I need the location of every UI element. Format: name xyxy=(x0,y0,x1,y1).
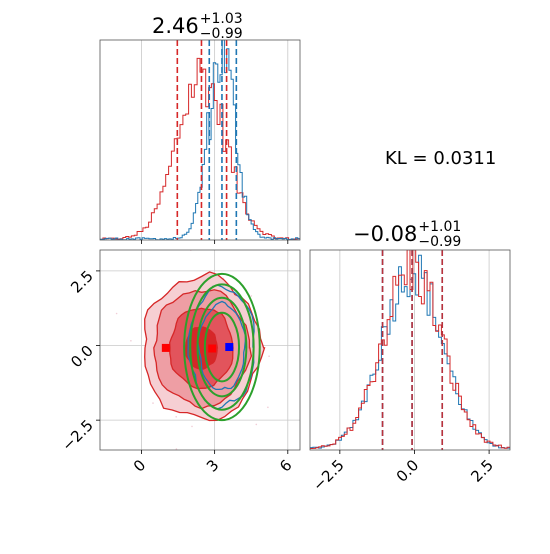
top-panel-frame xyxy=(99,39,301,241)
joint-content xyxy=(115,250,270,450)
joint-xtick-label-2: 6 xyxy=(276,456,295,475)
right-xtick-label-0: −2.5 xyxy=(309,456,347,494)
top-title-minus: −0.99 xyxy=(199,26,243,42)
joint-scatter-point xyxy=(130,340,132,342)
right-panel-frame xyxy=(309,249,511,451)
green-ellipse-3 xyxy=(203,311,241,383)
joint-panel-frame xyxy=(99,249,301,451)
top-panel-title: 2.46 +1.03 −0.99 xyxy=(152,12,243,42)
joint-ytick-label-2: −2.5 xyxy=(58,416,96,454)
top-title-plus: +1.03 xyxy=(199,11,243,27)
joint-xtick-label-1: 3 xyxy=(203,456,222,475)
joint-scatter-point xyxy=(191,425,193,428)
top-title-median: 2.46 xyxy=(152,14,199,38)
joint-scatter-point xyxy=(175,416,177,418)
kl-annotation: KL = 0.0311 xyxy=(385,148,497,169)
joint-scatter-point xyxy=(268,355,270,358)
right-title-minus: −0.99 xyxy=(418,234,462,250)
red-marker-1 xyxy=(208,344,217,353)
right-title-plus: +1.01 xyxy=(418,219,462,235)
top-hist-blue xyxy=(100,40,300,240)
joint-scatter-point xyxy=(255,423,258,426)
blue-marker xyxy=(225,343,234,352)
blue-contour-inner xyxy=(196,300,246,391)
joint-scatter-point xyxy=(250,295,253,297)
green-ellipse-1 xyxy=(189,283,255,411)
right-hist-red xyxy=(310,250,510,450)
joint-scatter-point xyxy=(267,406,269,409)
right-xtick-label-1: 0.0 xyxy=(393,456,423,486)
joint-scatter-point xyxy=(152,402,154,404)
red-marker-0 xyxy=(161,343,170,352)
joint-ytick-label-1: 0.0 xyxy=(67,342,97,372)
joint-ytick-label-0: 2.5 xyxy=(67,267,97,297)
joint-xtick-label-0: 0 xyxy=(130,456,149,475)
green-ellipse-0 xyxy=(183,272,261,422)
green-ellipse-2 xyxy=(196,296,248,398)
right-title-median: −0.08 xyxy=(353,222,418,246)
right-panel-title: −0.08 +1.01 −0.99 xyxy=(353,220,461,250)
joint-scatter-point xyxy=(115,312,118,315)
right-xtick-label-2: 2.5 xyxy=(467,456,497,486)
top-hist-red xyxy=(100,57,300,240)
red-contour-core xyxy=(184,326,219,370)
joint-scatter-point xyxy=(175,448,178,450)
